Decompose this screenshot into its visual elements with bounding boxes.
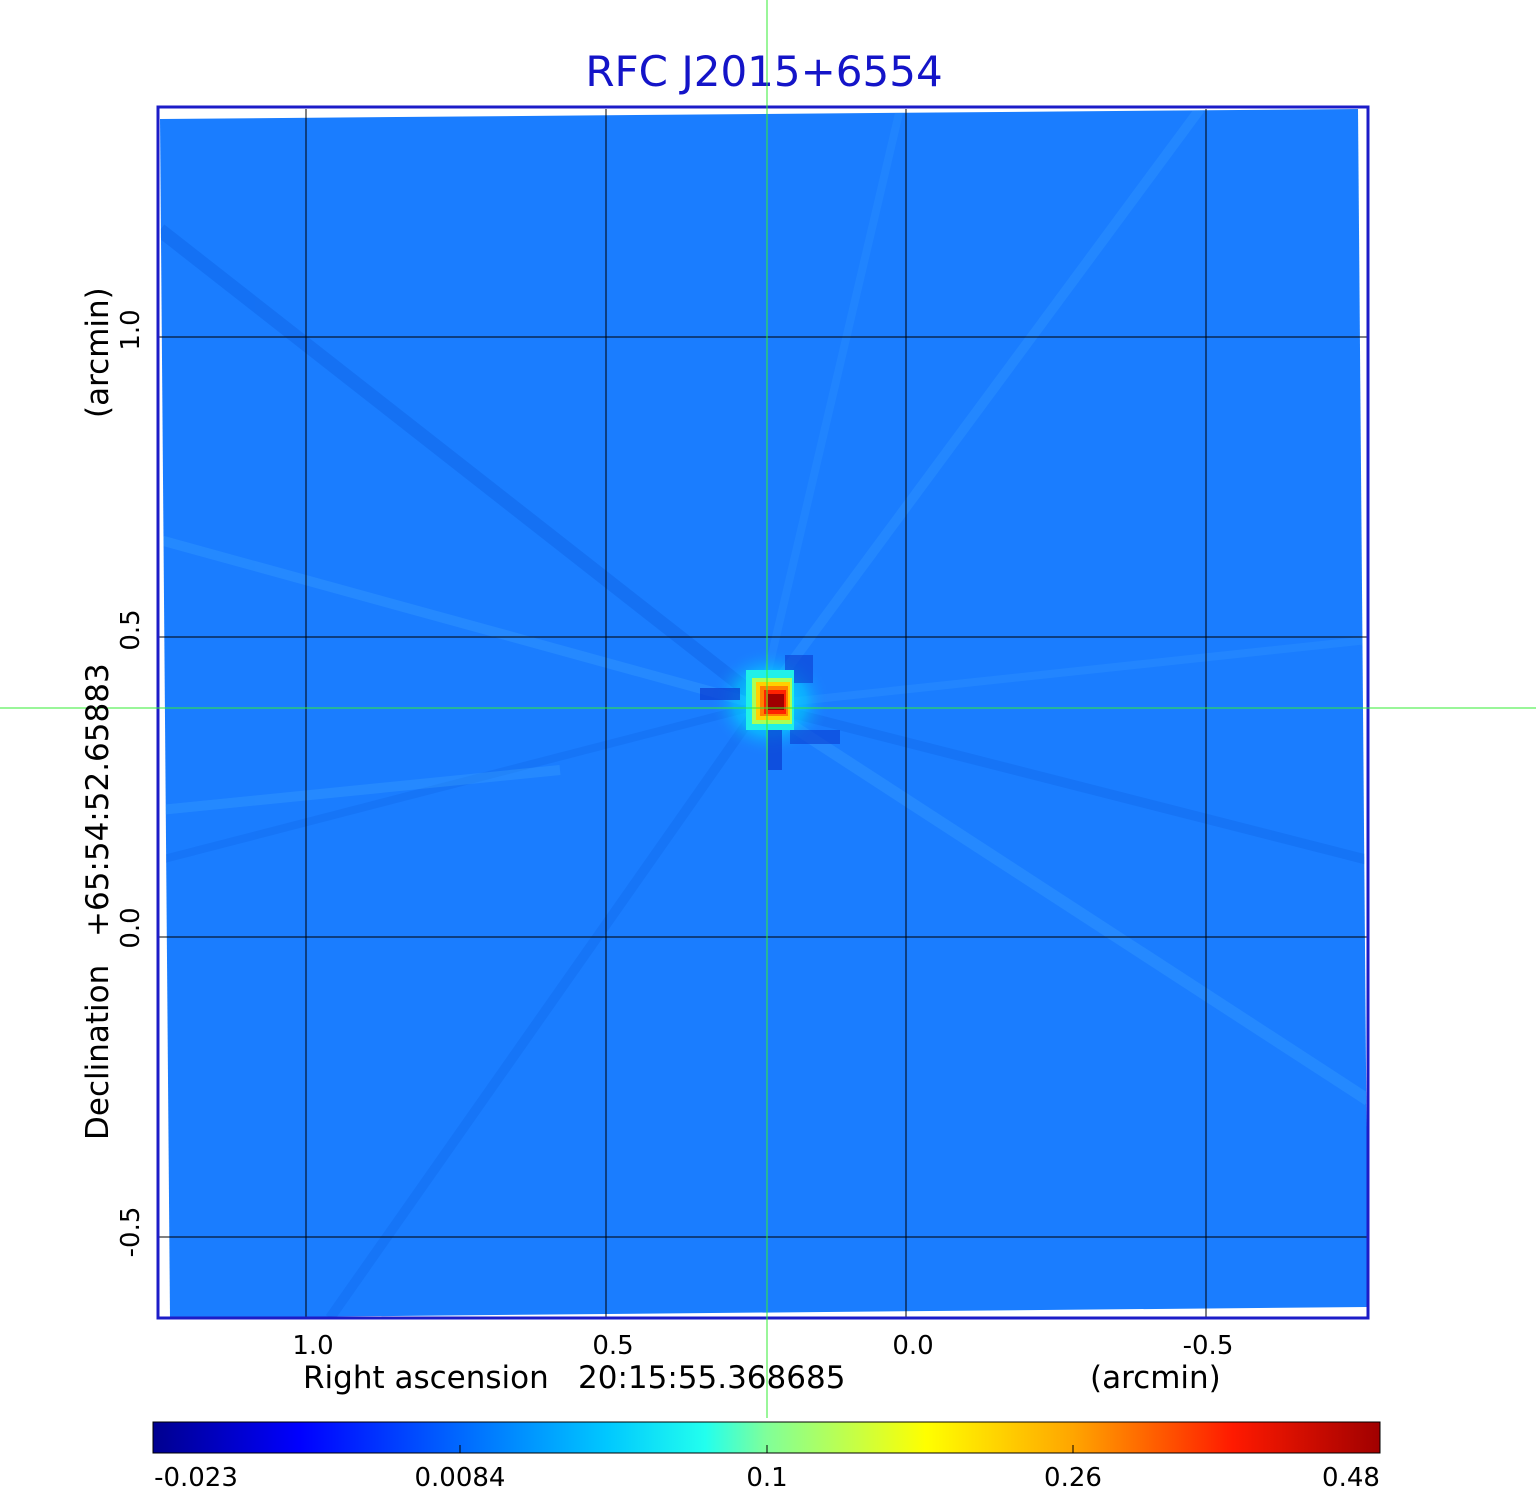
y-tick-label: -0.5 (116, 1207, 146, 1258)
x-tick-label: 1.0 (292, 1331, 333, 1361)
colorbar-tick-label: 0.48 (1322, 1463, 1380, 1493)
colorbar: -0.023 0.0084 0.1 0.26 0.48 (152, 1421, 1381, 1493)
y-tick-label: 0.5 (116, 609, 146, 650)
plot-frame (156, 105, 1370, 1320)
crosshair (0, 0, 1536, 1418)
colorbar-tick-label: 0.26 (1044, 1463, 1102, 1493)
coordinate-grid (158, 109, 1368, 1318)
x-axis-unit: (arcmin) (1090, 1360, 1221, 1396)
figure-title: RFC J2015+6554 (585, 47, 942, 96)
x-tick-label: -0.5 (1183, 1331, 1234, 1361)
map-artifacts (160, 109, 1368, 1318)
x-axis-label: Right ascension (303, 1360, 549, 1396)
x-axis-center: 20:15:55.368685 (578, 1360, 845, 1396)
colorbar-tick-label: 0.0084 (415, 1463, 506, 1493)
y-axis-unit: (arcmin) (80, 287, 116, 418)
colorbar-tick-label: 0.1 (746, 1463, 787, 1493)
image-map (160, 109, 1368, 1318)
x-tick-label: 0.5 (592, 1331, 633, 1361)
y-tick-label: 1.0 (116, 309, 146, 350)
y-tick-label: 0.0 (116, 907, 146, 948)
y-axis-label: Declination (80, 965, 116, 1140)
colorbar-tick-label: -0.023 (154, 1463, 238, 1493)
y-axis-center: +65:54:52.65883 (80, 663, 116, 937)
x-tick-label: 0.0 (892, 1331, 933, 1361)
